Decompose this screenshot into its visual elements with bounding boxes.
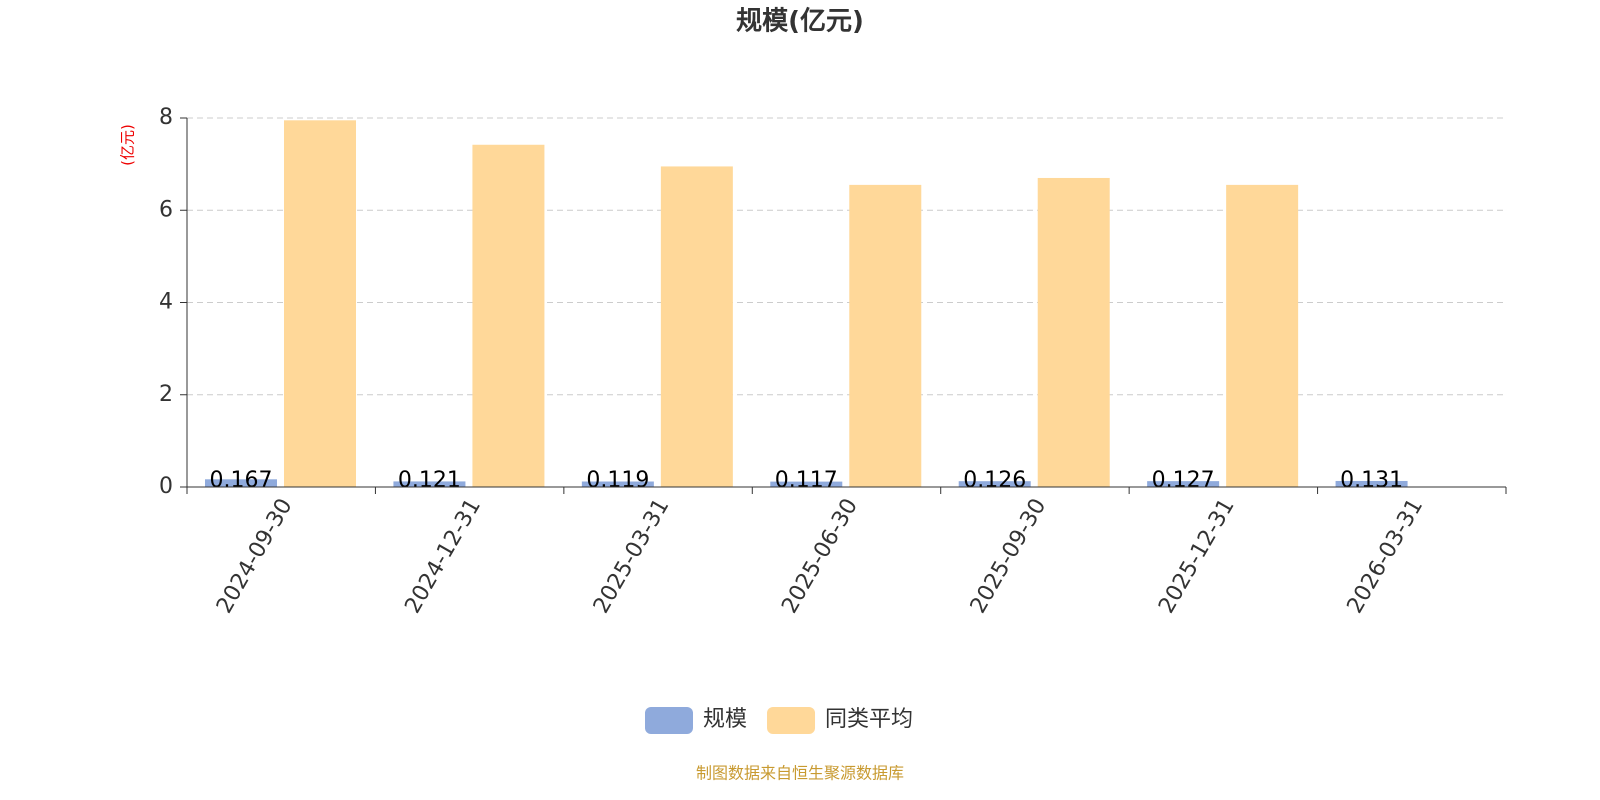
bar (849, 184, 922, 487)
bar (1037, 177, 1110, 487)
y-tick-label: 2 (159, 382, 173, 407)
data-label: 0.131 (1340, 468, 1403, 493)
bar (1226, 184, 1299, 487)
data-label: 0.167 (210, 468, 273, 493)
legend-label: 同类平均 (825, 707, 913, 732)
legend-swatch (767, 707, 816, 734)
x-tick-label: 2024-09-30 (212, 495, 298, 618)
bar (958, 481, 1031, 487)
y-tick-label: 0 (159, 474, 173, 499)
bar (472, 144, 545, 487)
bar (284, 120, 356, 488)
y-tick-label: 4 (159, 290, 173, 315)
y-tick-label: 8 (159, 105, 173, 130)
data-label: 0.119 (586, 468, 649, 493)
data-label: 0.117 (775, 468, 838, 493)
bar (393, 481, 466, 487)
x-tick-label: 2025-09-30 (966, 495, 1052, 618)
bar (770, 481, 843, 487)
source-note: 制图数据来自恒生聚源数据库 (696, 764, 904, 783)
y-axis-label: (亿元) (119, 124, 137, 166)
legend-swatch (645, 707, 693, 734)
x-tick-label: 2025-03-31 (589, 495, 675, 618)
bar (660, 166, 733, 487)
bar (581, 481, 654, 487)
chart-title: 规模(亿元) (736, 7, 864, 37)
x-tick-label: 2024-12-31 (400, 495, 486, 618)
x-tick-label: 2025-12-31 (1154, 495, 1240, 618)
x-tick-label: 2026-03-31 (1343, 495, 1429, 618)
legend-label: 规模 (703, 707, 747, 732)
bar (1147, 481, 1220, 487)
data-label: 0.127 (1152, 468, 1215, 493)
y-tick-label: 6 (159, 197, 173, 222)
data-label: 0.121 (398, 468, 461, 493)
bar (205, 479, 277, 487)
bar (1335, 480, 1408, 487)
data-label: 0.126 (963, 468, 1026, 493)
x-tick-label: 2025-06-30 (777, 495, 863, 618)
